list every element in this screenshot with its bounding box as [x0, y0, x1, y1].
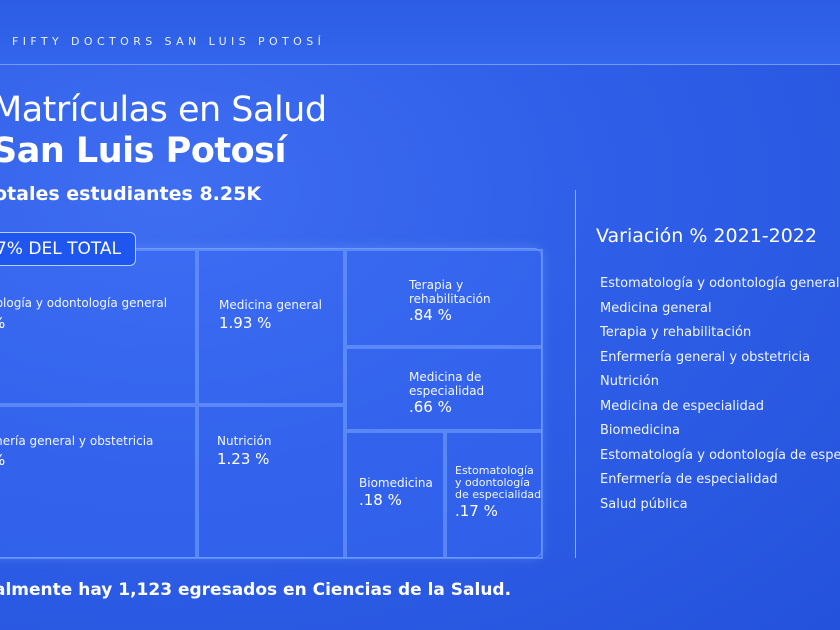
- treemap-cell-label: Nutrición: [217, 434, 272, 448]
- list-item: Medicina general: [600, 300, 712, 316]
- treemap-cell-label: rehabilitación: [409, 292, 491, 306]
- treemap-cell-value: 1.23 %: [217, 450, 270, 468]
- treemap-cell-label: mería general y obstetricia: [0, 434, 154, 448]
- treemap-cell-label: Medicina de: [409, 370, 482, 384]
- page-title-location: San Luis Potosí: [0, 131, 286, 171]
- top-bar: FIFTY DOCTORS SAN LUIS POTOSÍ: [0, 0, 840, 65]
- treemap-cell-biomedicina: Biomedicina .18 %: [345, 431, 445, 559]
- treemap-cell-estomatologia-especialidad: Estomatología y odontología de especiali…: [445, 431, 543, 559]
- list-item: Estomatología y odontología general: [600, 276, 840, 291]
- list-item: Estomatología y odontología de especia: [600, 447, 840, 463]
- graduates-note: almente hay 1,123 egresados en Ciencias …: [0, 580, 512, 600]
- treemap-cell-medicina-especialidad: Medicina de especialidad .66 %: [345, 347, 543, 431]
- treemap-cell-label: y odontología: [455, 476, 531, 489]
- treemap-cell-label: especialidad: [409, 384, 485, 398]
- variation-list: Estomatología y odontología general Medi…: [600, 276, 840, 521]
- treemap-cell-label: Terapia y: [409, 278, 464, 292]
- treemap-cell-terapia: Terapia y rehabilitación .84 %: [345, 249, 543, 347]
- list-item: Enfermería de especialidad: [600, 472, 778, 487]
- treemap-cell-value: .84 %: [409, 306, 452, 324]
- list-item: Medicina de especialidad: [600, 398, 764, 414]
- enrollment-treemap: tología y odontología general % mería ge…: [0, 248, 543, 559]
- page-title: Matrículas en Salud: [0, 90, 327, 130]
- treemap-cell-label: Estomatología: [455, 464, 534, 477]
- treemap-cell-value: .66 %: [409, 398, 452, 416]
- list-item: Terapia y rehabilitación: [600, 325, 752, 340]
- total-students: otales estudiantes 8.25K: [0, 183, 262, 205]
- treemap-cell-value: %: [0, 314, 5, 332]
- variation-title: Variación % 2021-2022: [596, 225, 817, 247]
- treemap-cell-estomatologia-general: tología y odontología general %: [0, 249, 197, 405]
- treemap-cell-nutricion: Nutrición 1.23 %: [197, 405, 345, 559]
- treemap-cell-label: Medicina general: [219, 298, 323, 312]
- list-item: Nutrición: [600, 374, 659, 389]
- list-item: Salud pública: [600, 496, 688, 512]
- treemap-cell-enfermeria-general: mería general y obstetricia %: [0, 405, 197, 559]
- treemap-cell-label: tología y odontología general: [0, 296, 168, 310]
- brand-name: FIFTY DOCTORS SAN LUIS POTOSÍ: [12, 35, 326, 48]
- treemap-cell-label: Biomedicina: [359, 476, 433, 490]
- section-divider: [575, 190, 576, 558]
- treemap-cell-value: .17 %: [455, 502, 498, 520]
- list-item: Biomedicina: [600, 423, 680, 438]
- list-item: Enfermería general y obstetricia: [600, 349, 811, 365]
- treemap-cell-value: %: [0, 451, 5, 469]
- treemap-cell-medicina-general: Medicina general 1.93 %: [197, 249, 345, 405]
- total-percent-badge: 7% DEL TOTAL: [0, 232, 136, 266]
- treemap-cell-label: de especialidad: [455, 488, 542, 501]
- treemap-cell-value: .18 %: [359, 491, 402, 509]
- treemap-cell-value: 1.93 %: [219, 314, 272, 332]
